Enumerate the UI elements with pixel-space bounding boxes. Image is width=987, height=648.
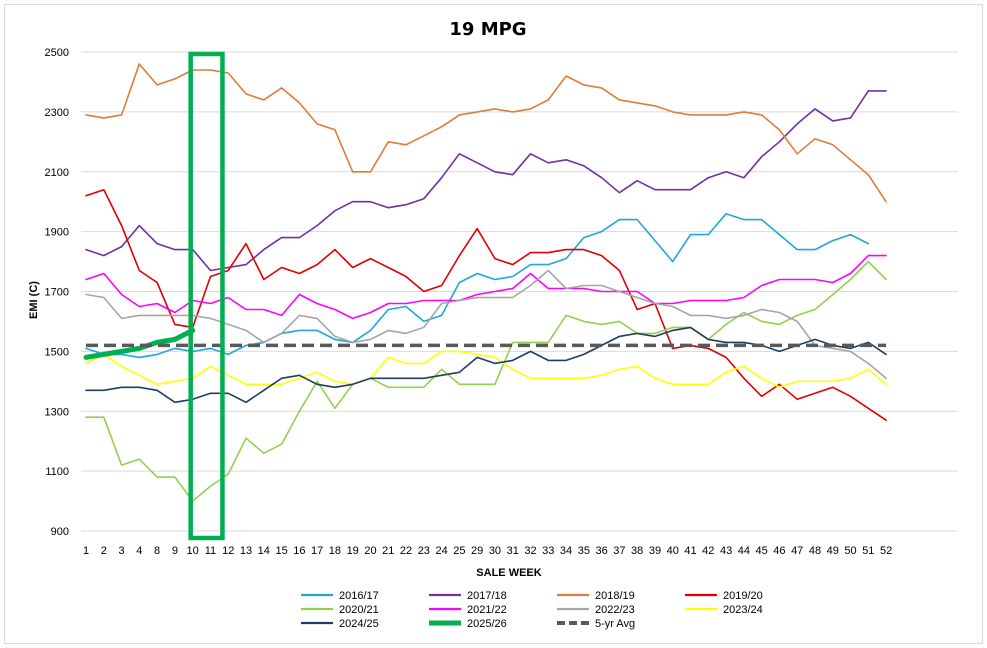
x-tick-label: 17 [311, 545, 323, 557]
x-tick-label: 29 [471, 545, 483, 557]
x-tick-label: 15 [275, 545, 287, 557]
x-tick-label: 24 [435, 545, 447, 557]
x-tick-label: 16 [293, 545, 305, 557]
x-tick-label: 48 [809, 545, 821, 557]
y-tick-label: 1300 [45, 406, 69, 418]
x-tick-label: 20 [364, 545, 376, 557]
x-tick-label: 12 [222, 545, 234, 557]
x-tick-label: 46 [773, 545, 785, 557]
y-tick-label: 2300 [45, 107, 69, 119]
legend-label-9: 2025/26 [467, 618, 507, 630]
series-line-3 [85, 188, 887, 421]
legend-label-10: 5-yr Avg [595, 618, 635, 630]
legend-label-5: 2021/22 [467, 604, 507, 616]
gridlines [81, 51, 958, 532]
x-tick-label: 14 [258, 545, 270, 557]
x-tick-label: 30 [489, 545, 501, 557]
x-tick-label: 9 [172, 545, 178, 557]
highlight-rect [188, 51, 225, 541]
x-tick-label: 11 [205, 545, 216, 557]
x-tick-label: 33 [542, 545, 554, 557]
y-tick-label: 900 [51, 526, 69, 538]
x-tick-label: 22 [400, 545, 412, 557]
legend: 2016/17 2017/18 2018/19 2019/20 2020/21 2021/… [301, 590, 763, 630]
x-tick-label: 19 [347, 545, 359, 557]
legend-label-1: 2017/18 [467, 590, 507, 602]
x-tick-label: 52 [880, 545, 892, 557]
x-tick-label: 41 [684, 545, 696, 557]
series-line-7 [85, 350, 887, 389]
y-tick-label: 1500 [45, 346, 69, 358]
series-line-8 [85, 326, 887, 404]
y-tick-label: 1900 [45, 227, 69, 239]
x-tick-label: 35 [578, 545, 590, 557]
x-axis-title: SALE WEEK [476, 567, 541, 579]
series-line-1 [85, 90, 887, 272]
legend-label-7: 2023/24 [723, 604, 763, 616]
x-tick-label: 37 [613, 545, 625, 557]
legend-label-2: 2018/19 [595, 590, 635, 602]
legend-label-3: 2019/20 [723, 590, 763, 602]
x-tick-label: 45 [756, 545, 768, 557]
legend-label-8: 2024/25 [339, 618, 379, 630]
y-axis-ticks: 900 1100 1300 1500 1700 1900 2100 2300 2500 [45, 47, 69, 538]
x-tick-label: 47 [791, 545, 803, 557]
x-tick-label: 1 [83, 545, 89, 557]
x-tick-label: 39 [649, 545, 661, 557]
x-tick-label: 10 [187, 545, 199, 557]
x-tick-label: 31 [507, 545, 519, 557]
y-tick-label: 1700 [45, 287, 69, 299]
x-tick-label: 44 [738, 545, 750, 557]
x-tick-label: 32 [524, 545, 536, 557]
series-line-0 [85, 212, 870, 359]
series-line-6 [85, 269, 887, 380]
x-tick-label: 25 [453, 545, 465, 557]
series-line-4 [85, 260, 887, 502]
x-tick-label: 18 [329, 545, 341, 557]
x-tick-label: 21 [382, 545, 394, 557]
highlight-box [188, 51, 225, 541]
x-tick-label: 43 [720, 545, 732, 557]
x-tick-label: 8 [154, 545, 160, 557]
line-chart: 19 MPG 900110013001500170019002100230025… [28, 19, 958, 630]
x-tick-label: 36 [595, 545, 607, 557]
legend-label-4: 2020/21 [339, 604, 379, 616]
x-tick-label: 23 [418, 545, 430, 557]
y-axis-title: EMI (C) [28, 281, 40, 319]
x-tick-label: 42 [702, 545, 714, 557]
x-tick-label: 50 [844, 545, 856, 557]
x-tick-label: 38 [631, 545, 643, 557]
legend-label-6: 2022/23 [595, 604, 635, 616]
x-tick-label: 51 [862, 545, 874, 557]
series-line-2 [85, 63, 887, 203]
chart-frame: 19 MPG 900 1100 1300 1500 1700 1900 2100 2300 25… [4, 4, 983, 644]
series-line-5 [85, 254, 887, 320]
y-tick-label: 1100 [45, 466, 69, 478]
series-lines [83, 63, 887, 502]
x-tick-label: 13 [240, 545, 252, 557]
legend-label-0: 2016/17 [339, 590, 379, 602]
x-tick-label: 34 [560, 545, 572, 557]
x-tick-label: 3 [118, 545, 124, 557]
x-axis-ticks: 1 2 3 4 8 9 10 11 12 13 14 15 16 17 18 19 20 21 22 23 24 25 29… [83, 545, 892, 557]
y-tick-label: 2500 [45, 47, 69, 59]
chart-title: 19 MPG [449, 19, 526, 40]
x-tick-label: 49 [827, 545, 839, 557]
series-line-9 [83, 327, 196, 360]
x-tick-label: 40 [667, 545, 679, 557]
y-tick-label: 2100 [45, 167, 69, 179]
x-tick-label: 2 [101, 545, 107, 557]
x-tick-label: 4 [136, 545, 142, 557]
